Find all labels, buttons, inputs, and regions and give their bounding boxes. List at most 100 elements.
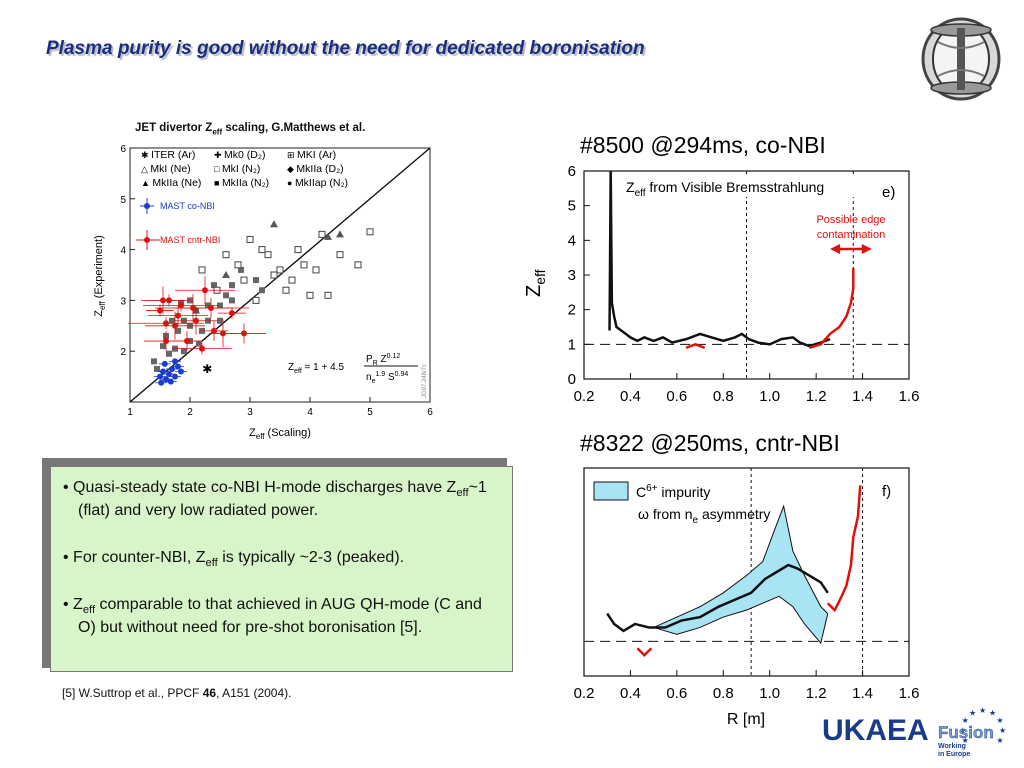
eu-star-icon: ★ [999, 726, 1006, 735]
jet-open-point [246, 235, 254, 243]
jet-mast-co-point [161, 360, 168, 367]
eu-star-icon: ★ [979, 706, 986, 715]
jet-mast-co-point [175, 363, 181, 370]
jet-mast-co-point [163, 376, 169, 383]
plot-e-arrow-head-left [830, 244, 841, 254]
jet-grey-point [238, 266, 244, 273]
eu-stars-icon: ★ ★★★★★★★★ [959, 706, 1006, 745]
jet-mast-co-point [169, 365, 175, 372]
jet-mast-cntr-point [172, 322, 178, 329]
jet-legend-entry: □ MkI (N₂) [214, 163, 260, 175]
pe-xtick-label: 0.4 [620, 388, 641, 405]
jet-scaling-chart: 1 2 3 4 5 6 2 3 4 5 6 ✱ ✱ ITER (Ar) ✚ Mk0 (D₂) ⊞ MKI… [93, 144, 433, 441]
jet-mast-cntr-point [175, 312, 181, 319]
jet-mast-co-point [166, 371, 172, 378]
pe-ytick-label: 0 [568, 371, 576, 388]
jet-legend-entry: ■ MkIIa (N₂) [214, 177, 269, 189]
plot-f-legend-a: C6+ impurity [636, 483, 710, 500]
jet-grey-point [229, 282, 235, 289]
pe-xtick-label: 1.4 [852, 388, 873, 405]
jet-open-point [222, 251, 230, 259]
jet-xtick-label: 6 [427, 407, 433, 418]
plot-e-annotation-2: contamination [817, 229, 886, 241]
jet-mast-cntr-point [199, 345, 205, 352]
plot-e-legend: Zeff from Visible Bremsstrahlung [626, 179, 824, 199]
eu-star-icon: ★ [989, 709, 996, 718]
jet-grey-point [154, 365, 160, 372]
jet-mast-co-point [157, 373, 163, 380]
ukaea-logo-text: UKAEA [822, 714, 929, 747]
jet-ytick-label: 4 [120, 246, 126, 257]
jet-open-square-points [198, 228, 374, 304]
jet-open-point [300, 261, 308, 269]
jet-watermark: JG97.248/7c [422, 364, 428, 398]
jet-xtick-label: 3 [247, 407, 253, 418]
jet-fit-line [129, 147, 431, 403]
jet-mast-cntr-points [128, 276, 266, 355]
jet-grey-point [169, 317, 175, 324]
pf-xtick-label: 0.2 [574, 685, 595, 702]
svg-text:PR Z0.12: PR Z0.12 [366, 353, 400, 367]
jet-xlabel: Zeff (Scaling) [249, 427, 311, 441]
pf-xtick-label: 1.4 [852, 685, 873, 702]
eu-star-icon: ★ [996, 716, 1003, 725]
jet-open-point [276, 266, 284, 274]
jet-legend-entry: △ MkI (Ne) [141, 163, 191, 175]
jet-mast-co-point [167, 378, 174, 385]
jet-ytick-label: 5 [120, 195, 126, 206]
eu-star-icon: ★ [996, 736, 1003, 745]
mast-emblem-icon [921, 17, 1001, 101]
plot-e-chart: 0.2 0.4 0.6 0.8 1.0 1.2 1.4 1.6 0 1 2 3 4 5 6 Zeff fro… [523, 165, 920, 405]
ukaea-fusion-logo: UKAEA ★ ★★★★★★★★ Fusion Working in Europe [822, 706, 1006, 758]
jet-grey-point [217, 317, 223, 324]
plot-e-annotation-1: Possible edge [816, 214, 885, 226]
jet-mast-cntr-point [211, 327, 217, 334]
eu-star-icon: ★ [959, 726, 966, 735]
jet-grey-point [223, 292, 229, 299]
jet-mast-cntr-point [178, 302, 184, 309]
pf-xtick-label: 1.2 [806, 685, 827, 702]
pe-red-segment [685, 342, 706, 349]
jet-legend-entry: ● MkIIap (N₂) [287, 177, 348, 189]
pf-xtick-label: 1.6 [899, 685, 920, 702]
jet-triangle-point [336, 230, 344, 238]
bullet-2: • For counter-NBI, Zeff is typically ~2-… [63, 549, 405, 570]
bullet-3: • Zeff comparable to that achieved in AU… [63, 596, 482, 636]
pe-xtick-label: 1.0 [759, 388, 780, 405]
jet-open-point [282, 286, 290, 294]
jet-grey-point [211, 282, 217, 289]
plot-e-ticks: 0.2 0.4 0.6 0.8 1.0 1.2 1.4 1.6 0 1 2 3 4 5 6 [568, 165, 920, 405]
plot-f-legend-swatch [593, 481, 629, 501]
jet-chart-title: JET divertor Zeff scaling, G.Matthews et… [135, 122, 366, 137]
jet-mast-cntr-point [190, 305, 196, 312]
bullet-1: • Quasi-steady state co-NBI H-mode disch… [63, 479, 487, 519]
jet-mast-cntr-point [184, 338, 190, 345]
jet-grey-point [160, 343, 166, 350]
jet-open-point [306, 291, 314, 299]
jet-xtick-label: 1 [127, 407, 133, 418]
pe-xtick-label: 0.8 [713, 388, 734, 405]
pe-ytick-label: 2 [568, 302, 576, 319]
jet-grey-point [151, 358, 157, 365]
jet-plot-frame [129, 147, 431, 403]
jet-legend: ✱ ITER (Ar) ✚ Mk0 (D₂) ⊞ MKI (Ar) △ MkI (Ne… [141, 149, 348, 189]
plot-f-ticks: 0.2 0.4 0.6 0.8 1.0 1.2 1.4 1.6 [574, 670, 920, 702]
pe-ytick-label: 4 [568, 232, 576, 249]
plot-f-frame [583, 467, 910, 677]
jet-mast-cntr-point [193, 317, 199, 324]
mast-cntr-legend-label: MAST cntr-NBI [160, 235, 220, 245]
jet-open-point [198, 266, 206, 274]
jet-grey-point [253, 277, 259, 284]
plot-e-title: #8500 @294ms, co-NBI [580, 132, 826, 158]
reference-citation: [5] W.Suttrop et al., PPCF 46, A151 (200… [62, 686, 292, 700]
pf-red-segment [826, 485, 862, 613]
jet-open-point [240, 276, 248, 284]
logo-in-europe: in Europe [938, 751, 970, 758]
jet-legend-entry: ✱ ITER (Ar) [141, 149, 195, 161]
jet-grey-point [196, 340, 202, 347]
jet-grey-point [175, 327, 181, 334]
plot-e-ylabel: Zeff [523, 269, 548, 297]
jet-xtick-label: 5 [367, 407, 373, 418]
jet-xtick-label: 4 [307, 407, 313, 418]
jet-grey-point [217, 302, 223, 309]
